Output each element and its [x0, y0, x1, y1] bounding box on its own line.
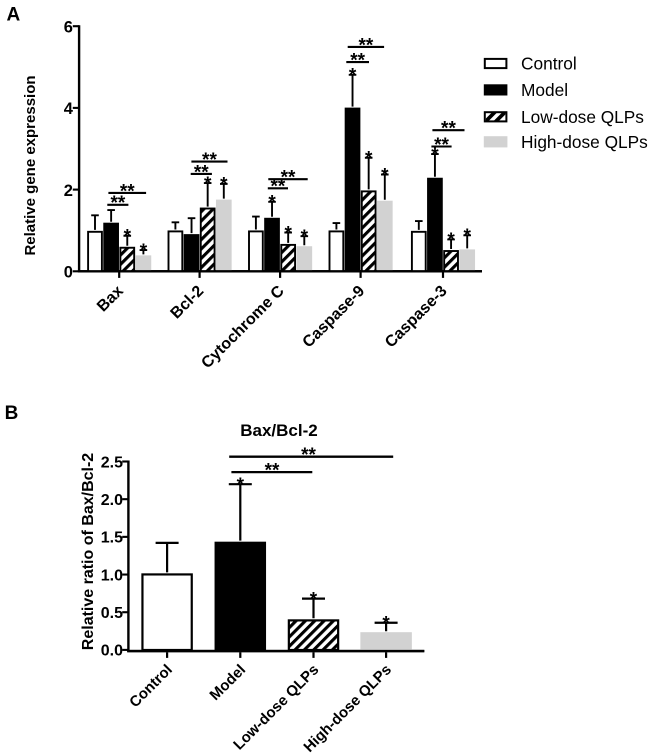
svg-text:0.5: 0.5 — [101, 605, 123, 622]
svg-text:1.0: 1.0 — [101, 567, 123, 584]
svg-text:*: * — [447, 230, 455, 251]
svg-text:A: A — [7, 5, 21, 26]
svg-text:*: * — [381, 165, 389, 186]
svg-text:0.0: 0.0 — [101, 643, 123, 660]
svg-text:*: * — [301, 227, 309, 248]
svg-text:**: ** — [281, 168, 296, 189]
svg-text:**: ** — [202, 150, 217, 171]
svg-text:*: * — [349, 66, 357, 87]
svg-text:**: ** — [441, 119, 456, 140]
svg-text:**: ** — [194, 162, 209, 183]
svg-text:*: * — [431, 145, 439, 166]
svg-text:*: * — [204, 174, 212, 195]
svg-text:0: 0 — [64, 264, 73, 282]
svg-text:*: * — [284, 223, 292, 244]
svg-text:*: * — [463, 226, 471, 247]
svg-text:Bax/Bcl-2: Bax/Bcl-2 — [240, 421, 317, 440]
svg-text:2: 2 — [64, 182, 73, 200]
svg-text:*: * — [124, 227, 132, 248]
svg-text:*: * — [382, 614, 390, 635]
svg-text:6: 6 — [64, 19, 73, 37]
svg-text:Low-dose QLPs: Low-dose QLPs — [521, 107, 644, 127]
svg-text:4: 4 — [64, 100, 74, 118]
svg-text:Relative gene expression: Relative gene expression — [22, 75, 39, 255]
svg-text:**: ** — [301, 445, 316, 466]
svg-text:2.5: 2.5 — [101, 454, 123, 471]
svg-text:**: ** — [350, 51, 365, 72]
svg-text:1.5: 1.5 — [101, 530, 123, 547]
svg-text:*: * — [237, 475, 245, 496]
svg-text:**: ** — [265, 461, 280, 482]
svg-text:High-dose QLPs: High-dose QLPs — [521, 132, 648, 152]
svg-text:**: ** — [110, 193, 125, 214]
svg-text:Model: Model — [521, 80, 568, 100]
svg-text:2.0: 2.0 — [101, 492, 123, 509]
svg-text:**: ** — [120, 181, 135, 202]
svg-text:*: * — [220, 175, 228, 196]
svg-text:Control: Control — [521, 54, 577, 74]
svg-text:*: * — [310, 589, 318, 610]
svg-text:*: * — [365, 149, 373, 170]
svg-text:**: ** — [271, 177, 286, 198]
svg-text:Relative ratio of Bax/Bcl-2: Relative ratio of Bax/Bcl-2 — [80, 453, 97, 651]
svg-text:B: B — [5, 403, 19, 424]
svg-text:**: ** — [434, 135, 449, 156]
svg-text:*: * — [268, 193, 276, 214]
svg-text:*: * — [140, 241, 148, 262]
svg-text:**: ** — [359, 35, 374, 56]
